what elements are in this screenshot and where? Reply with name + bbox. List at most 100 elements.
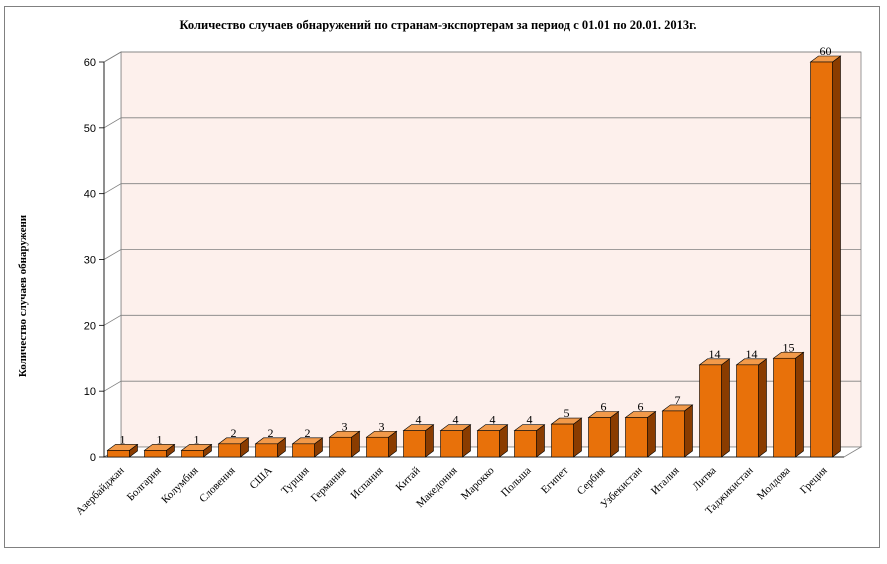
data-label: 3	[342, 419, 348, 433]
x-tick-label: Польша	[499, 465, 534, 500]
bar-front	[107, 450, 130, 458]
x-tick-label: Азербайджан	[74, 465, 127, 518]
data-label: 60	[820, 44, 832, 58]
bar-side	[647, 410, 656, 458]
x-tick-label: Китай	[394, 465, 423, 494]
bar-side	[721, 358, 730, 458]
data-label: 4	[490, 413, 496, 427]
x-tick-label: Молдова	[755, 465, 793, 503]
bar	[365, 430, 398, 458]
bar-front	[440, 430, 463, 458]
bar	[402, 424, 435, 458]
bar-front	[144, 450, 167, 458]
x-tick-label: Колумбия	[159, 465, 200, 506]
bar-front	[773, 357, 796, 458]
bar-side	[832, 55, 841, 458]
gridline	[103, 183, 861, 195]
bar	[254, 437, 287, 458]
bar-front	[699, 364, 722, 458]
bar-front	[625, 417, 648, 458]
bar-front	[329, 436, 352, 458]
y-tick-label: 50	[84, 123, 96, 135]
data-label: 15	[783, 340, 795, 354]
bar	[550, 417, 583, 458]
gridline	[103, 51, 861, 63]
x-tick-label: Египет	[539, 465, 571, 497]
bar-side	[795, 351, 804, 458]
bar-front	[736, 364, 759, 458]
y-tick-label: 10	[84, 386, 96, 398]
data-label: 1	[120, 432, 126, 446]
y-axis-label: Количество случаев обнаружени	[17, 214, 29, 377]
x-tick-label: Испания	[349, 465, 386, 502]
bar	[513, 424, 546, 458]
data-label: 6	[601, 400, 607, 414]
bar	[439, 424, 472, 458]
y-tick-label: 30	[84, 255, 96, 267]
x-tick-label: Марокко	[459, 464, 497, 502]
data-label: 4	[416, 413, 422, 427]
bar-front	[588, 417, 611, 458]
bar	[587, 410, 620, 458]
bar-side	[684, 404, 693, 458]
bar	[624, 410, 657, 458]
data-label: 2	[305, 426, 311, 440]
bar-front	[255, 443, 278, 458]
data-label: 4	[453, 413, 459, 427]
gridline	[103, 117, 861, 129]
x-tick-label: Сербия	[575, 465, 608, 498]
x-tick-label: Турция	[279, 465, 312, 498]
bar	[143, 443, 176, 458]
gridline	[103, 314, 861, 326]
gridline	[103, 249, 861, 260]
bar	[661, 404, 694, 458]
data-label: 2	[268, 426, 274, 440]
bar	[809, 55, 842, 458]
x-tick-label: Италия	[649, 465, 682, 498]
bar	[217, 437, 250, 458]
bar-side	[573, 417, 582, 458]
x-tick-label: Болгария	[125, 465, 164, 504]
x-tick-label: Греция	[798, 465, 830, 497]
bar-front	[366, 436, 389, 458]
data-label: 1	[157, 432, 163, 446]
gridline	[103, 380, 861, 392]
x-tick-label: Германия	[309, 465, 349, 505]
bar-front	[218, 443, 241, 458]
x-tick-label: США	[247, 465, 274, 492]
bar	[476, 424, 509, 458]
bar	[735, 358, 768, 458]
x-tick-label: Словения	[197, 465, 237, 505]
bar-front	[477, 430, 500, 458]
bar-side	[610, 410, 619, 458]
data-label: 6	[638, 400, 644, 414]
x-tick-label: Литва	[690, 465, 718, 493]
bar	[291, 437, 324, 458]
data-label: 4	[527, 413, 533, 427]
bar	[772, 351, 805, 458]
data-label: 5	[564, 406, 570, 420]
bar	[180, 443, 213, 458]
bar-front	[514, 430, 537, 458]
bar-front	[292, 443, 315, 458]
bar-front	[551, 423, 574, 458]
data-label: 2	[231, 426, 237, 440]
y-tick-label: 20	[84, 320, 96, 332]
bar	[106, 443, 139, 458]
bar-front	[662, 410, 685, 458]
bar	[698, 358, 731, 458]
bar	[328, 430, 361, 458]
bar-front	[810, 61, 833, 458]
plot-area: 0 10 20 30 40 50 60 1 Азербайджан 1 Болгария 1 Колум…	[74, 44, 863, 518]
bar-side	[758, 358, 767, 458]
data-label: 14	[709, 347, 721, 361]
data-label: 1	[194, 432, 200, 446]
data-label: 7	[675, 393, 681, 407]
y-tick-label: 0	[90, 452, 96, 464]
chart-title: Количество случаев обнаружений по страна…	[179, 18, 696, 32]
data-label: 3	[379, 419, 385, 433]
bar-front	[403, 430, 426, 458]
y-tick-label: 60	[84, 57, 96, 69]
data-label: 14	[746, 347, 758, 361]
